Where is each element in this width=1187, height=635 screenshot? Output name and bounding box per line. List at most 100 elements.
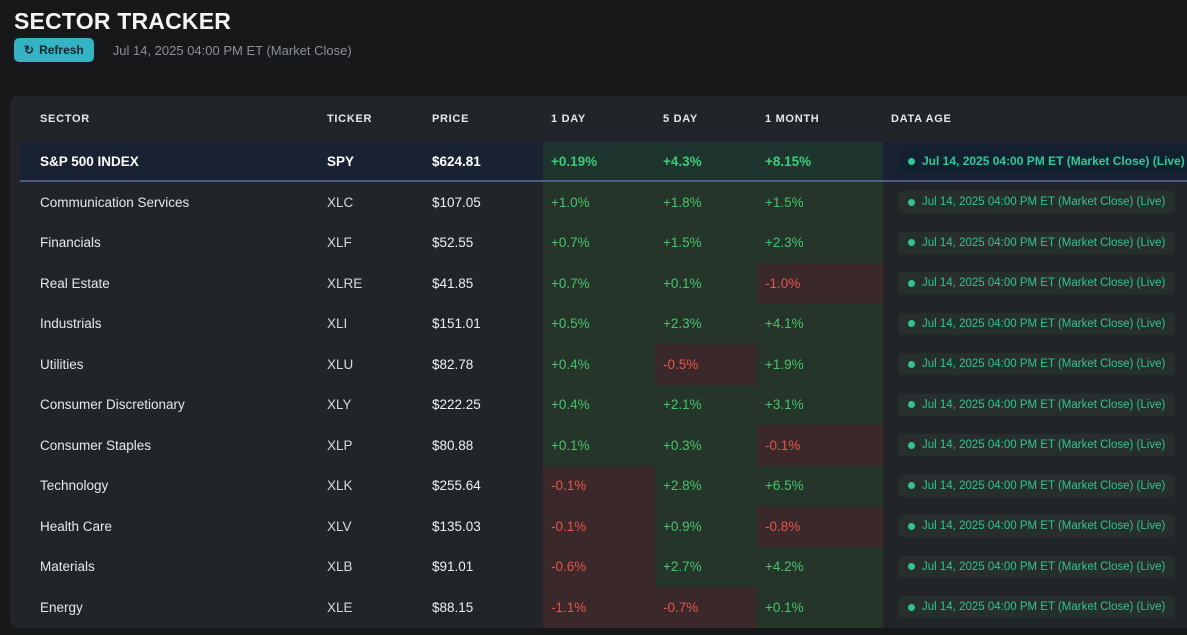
perf-1month-cell: +4.1% xyxy=(757,303,883,344)
sector-cell: Energy xyxy=(40,599,83,615)
data-age-badge: Jul 14, 2025 04:00 PM ET (Market Close) … xyxy=(898,596,1176,619)
data-age-badge: Jul 14, 2025 04:00 PM ET (Market Close) … xyxy=(898,191,1176,214)
refresh-icon: ↻ xyxy=(24,43,35,57)
data-age-badge: Jul 14, 2025 04:00 PM ET (Market Close) … xyxy=(898,515,1176,538)
column-header-1month: 1 MONTH xyxy=(765,113,820,125)
sector-cell: Financials xyxy=(40,235,101,251)
sector-cell: Communication Services xyxy=(40,194,190,210)
perf-1day-cell: +0.7% xyxy=(543,222,655,263)
perf-1day-cell: +0.19% xyxy=(543,142,655,180)
live-dot-icon xyxy=(908,441,915,449)
perf-1month-cell: +2.3% xyxy=(757,222,883,263)
ticker-cell: XLV xyxy=(327,518,352,534)
sector-cell: Materials xyxy=(40,559,95,575)
price-cell: $88.15 xyxy=(432,599,474,615)
data-age-badge: Jul 14, 2025 04:00 PM ET (Market Close) … xyxy=(898,231,1176,254)
live-dot-icon xyxy=(908,320,915,328)
perf-1day-cell: +0.4% xyxy=(543,344,655,385)
perf-1month-cell: +4.2% xyxy=(757,546,883,587)
sector-cell: Industrials xyxy=(40,316,102,332)
perf-1day-cell: +0.1% xyxy=(543,425,655,466)
data-age-cell: Jul 14, 2025 04:00 PM ET (Market Close) … xyxy=(883,385,1187,426)
table-row: Industrials XLI $151.01 +0.5% +2.3% +4.1% Jul … xyxy=(20,303,1187,345)
column-header-1day: 1 DAY xyxy=(551,113,586,125)
ticker-cell: XLB xyxy=(327,559,353,575)
data-age-badge: Jul 14, 2025 04:00 PM ET (Market Close) … xyxy=(898,555,1176,578)
live-dot-icon xyxy=(908,401,915,409)
table-row: S&P 500 INDEX SPY $624.81 +0.19% +4.3% +8.15%… xyxy=(20,142,1187,182)
page-title: SECTOR TRACKER xyxy=(14,8,232,34)
data-age-badge: Jul 14, 2025 04:00 PM ET (Market Close) … xyxy=(898,393,1176,416)
sector-cell: Real Estate xyxy=(40,275,110,291)
data-age-badge: Jul 14, 2025 04:00 PM ET (Market Close) … xyxy=(898,272,1176,295)
ticker-cell: XLI xyxy=(327,316,348,332)
perf-1month-cell: +1.5% xyxy=(757,182,883,223)
data-age-cell: Jul 14, 2025 04:00 PM ET (Market Close) … xyxy=(883,223,1187,264)
perf-1month-cell: +3.1% xyxy=(757,384,883,425)
refresh-button[interactable]: ↻ Refresh xyxy=(14,38,94,62)
data-age-label: Jul 14, 2025 04:00 PM ET (Market Close) … xyxy=(922,520,1166,533)
ticker-cell: XLY xyxy=(327,397,352,413)
column-header-data-age: DATA AGE xyxy=(891,113,952,125)
perf-5day-cell: +0.3% xyxy=(655,425,757,466)
table-row: Consumer Discretionary XLY $222.25 +0.4% +2.… xyxy=(20,384,1187,426)
perf-5day-cell: +0.9% xyxy=(655,506,757,547)
table-row: Utilities XLU $82.78 +0.4% -0.5% +1.9% Jul 14,… xyxy=(20,344,1187,385)
price-cell: $52.55 xyxy=(432,235,474,251)
perf-5day-cell: +2.1% xyxy=(655,384,757,425)
table-row: Energy XLE $88.15 -1.1% -0.7% +0.1% Jul 14, 20… xyxy=(20,587,1187,628)
perf-1day-cell: +0.7% xyxy=(543,263,655,304)
data-age-cell: Jul 14, 2025 04:00 PM ET (Market Close) … xyxy=(883,466,1187,507)
ticker-cell: XLC xyxy=(327,194,354,210)
price-cell: $80.88 xyxy=(432,437,474,453)
perf-1day-cell: -0.6% xyxy=(543,546,655,587)
sector-table: SECTOR TICKER PRICE 1 DAY 5 DAY 1 MONTH … xyxy=(10,96,1187,628)
sector-cell: S&P 500 INDEX xyxy=(40,153,139,169)
data-age-cell: Jul 14, 2025 04:00 PM ET (Market Close) … xyxy=(883,587,1187,628)
price-cell: $624.81 xyxy=(432,153,481,169)
data-age-cell: Jul 14, 2025 04:00 PM ET (Market Close) … xyxy=(883,547,1187,588)
price-cell: $41.85 xyxy=(432,275,474,291)
perf-1day-cell: -0.1% xyxy=(543,506,655,547)
data-age-cell: Jul 14, 2025 04:00 PM ET (Market Close) … xyxy=(883,263,1187,304)
perf-5day-cell: +4.3% xyxy=(655,142,757,180)
live-dot-icon xyxy=(908,522,915,530)
live-dot-icon xyxy=(908,360,915,368)
table-row: Technology XLK $255.64 -0.1% +2.8% +6.5% Jul 1… xyxy=(20,465,1187,507)
price-cell: $222.25 xyxy=(432,397,481,413)
data-age-label: Jul 14, 2025 04:00 PM ET (Market Close) … xyxy=(922,196,1166,209)
ticker-cell: XLE xyxy=(327,599,353,615)
data-age-cell: Jul 14, 2025 04:00 PM ET (Market Close) … xyxy=(883,506,1187,547)
perf-1month-cell: +0.1% xyxy=(757,587,883,628)
table-row: Consumer Staples XLP $80.88 +0.1% +0.3% -0.1%… xyxy=(20,425,1187,466)
live-dot-icon xyxy=(908,198,915,206)
live-dot-icon xyxy=(908,157,915,165)
data-age-label: Jul 14, 2025 04:00 PM ET (Market Close) … xyxy=(922,479,1166,492)
column-header-price: PRICE xyxy=(432,113,470,125)
data-age-badge: Jul 14, 2025 04:00 PM ET (Market Close) … xyxy=(898,150,1187,172)
table-row: Real Estate XLRE $41.85 +0.7% +0.1% -1.0% Jul … xyxy=(20,263,1187,304)
perf-5day-cell: -0.7% xyxy=(655,587,757,628)
ticker-cell: XLU xyxy=(327,356,354,372)
perf-5day-cell: +1.5% xyxy=(655,222,757,263)
data-age-badge: Jul 14, 2025 04:00 PM ET (Market Close) … xyxy=(898,312,1176,335)
perf-1month-cell: +6.5% xyxy=(757,465,883,506)
data-age-label: Jul 14, 2025 04:00 PM ET (Market Close) … xyxy=(922,398,1166,411)
data-age-cell: Jul 14, 2025 04:00 PM ET (Market Close) … xyxy=(883,304,1187,345)
data-age-label: Jul 14, 2025 04:00 PM ET (Market Close) … xyxy=(922,601,1166,614)
perf-1day-cell: -1.1% xyxy=(543,587,655,628)
data-age-label: Jul 14, 2025 04:00 PM ET (Market Close) … xyxy=(922,439,1166,452)
ticker-cell: XLF xyxy=(327,235,352,251)
sector-cell: Utilities xyxy=(40,356,84,372)
data-age-badge: Jul 14, 2025 04:00 PM ET (Market Close) … xyxy=(898,353,1176,376)
perf-5day-cell: -0.5% xyxy=(655,344,757,385)
table-row: Health Care XLV $135.03 -0.1% +0.9% -0.8% Jul … xyxy=(20,506,1187,547)
live-dot-icon xyxy=(908,563,915,571)
column-header-sector: SECTOR xyxy=(40,113,90,125)
ticker-cell: SPY xyxy=(327,153,355,169)
data-age-badge: Jul 14, 2025 04:00 PM ET (Market Close) … xyxy=(898,474,1176,497)
perf-1day-cell: +1.0% xyxy=(543,182,655,223)
sector-cell: Technology xyxy=(40,478,109,494)
price-cell: $135.03 xyxy=(432,518,481,534)
perf-5day-cell: +0.1% xyxy=(655,263,757,304)
